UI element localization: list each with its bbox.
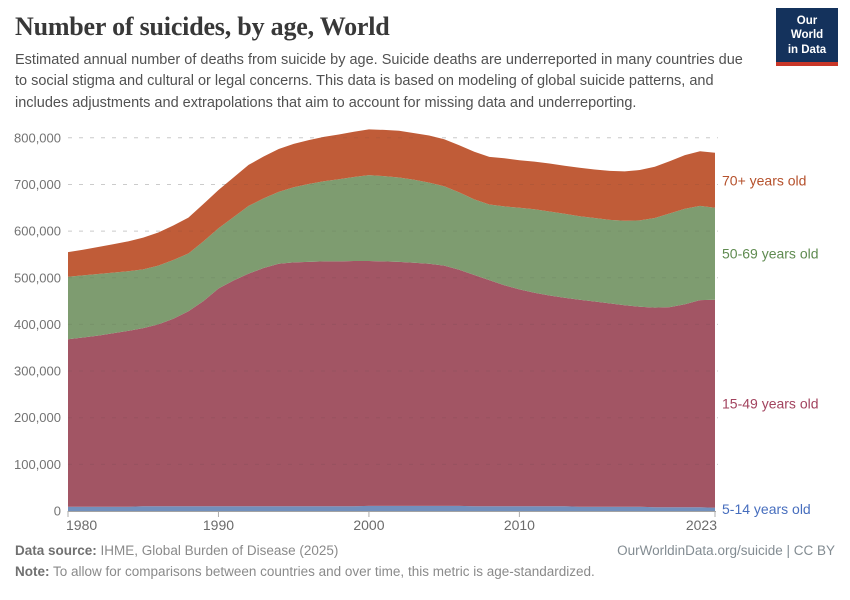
y-tick-label-200000: 200,000 <box>14 410 61 425</box>
area-50-69-years-old[interactable] <box>68 175 715 340</box>
y-tick-label-300000: 300,000 <box>14 364 61 379</box>
x-tick-label-1980: 1980 <box>66 517 97 533</box>
x-tick-label-1990: 1990 <box>203 517 234 533</box>
y-tick-label-800000: 800,000 <box>14 130 61 145</box>
legend-label-50-69-years-old[interactable]: 50-69 years old <box>722 246 819 262</box>
owid-logo-line2: in Data <box>787 43 827 56</box>
legend-label-70-years-old[interactable]: 70+ years old <box>722 172 806 188</box>
note-line: Note: To allow for comparisons between c… <box>15 564 595 579</box>
legend-label-5-14-years-old[interactable]: 5-14 years old <box>722 501 811 517</box>
data-source-value: IHME, Global Burden of Disease (2025) <box>100 543 339 558</box>
stacked-area-chart[interactable]: 0 100,000 200,000 300,000 400,000 500,000 600,… <box>0 116 850 540</box>
data-source-line: Data source: IHME, Global Burden of Dise… <box>15 543 595 558</box>
y-tick-label-100000: 100,000 <box>14 457 61 472</box>
data-source-label: Data source: <box>15 543 97 558</box>
attribution-link[interactable]: OurWorldinData.org/suicide | CC BY <box>617 543 835 558</box>
legend-label-15-49-years-old[interactable]: 15-49 years old <box>722 396 819 412</box>
y-tick-label-600000: 600,000 <box>14 224 61 239</box>
note-label: Note: <box>15 564 50 579</box>
chart-subtitle: Estimated annual number of deaths from s… <box>15 52 743 111</box>
note-value: To allow for comparisons between countri… <box>53 564 595 579</box>
y-tick-label-400000: 400,000 <box>14 317 61 332</box>
owid-logo-line1: Our World <box>790 15 824 42</box>
chart-footer: Data source: IHME, Global Burden of Dise… <box>15 543 835 585</box>
area-15-49-years-old[interactable] <box>68 261 715 508</box>
x-tick-label-2000: 2000 <box>353 517 384 533</box>
owid-logo[interactable]: Our World in Data <box>776 8 838 67</box>
y-tick-label-700000: 700,000 <box>14 177 61 192</box>
footer-left: Data source: IHME, Global Burden of Dise… <box>15 543 595 585</box>
area-70-years-old[interactable] <box>68 129 715 277</box>
y-tick-label-0: 0 <box>54 504 61 519</box>
area-5-14-years-old[interactable] <box>68 505 715 511</box>
x-tick-label-2010: 2010 <box>504 517 535 533</box>
x-tick-label-2023: 2023 <box>686 517 717 533</box>
page-title: Number of suicides, by age, World <box>15 12 390 41</box>
y-tick-label-500000: 500,000 <box>14 270 61 285</box>
